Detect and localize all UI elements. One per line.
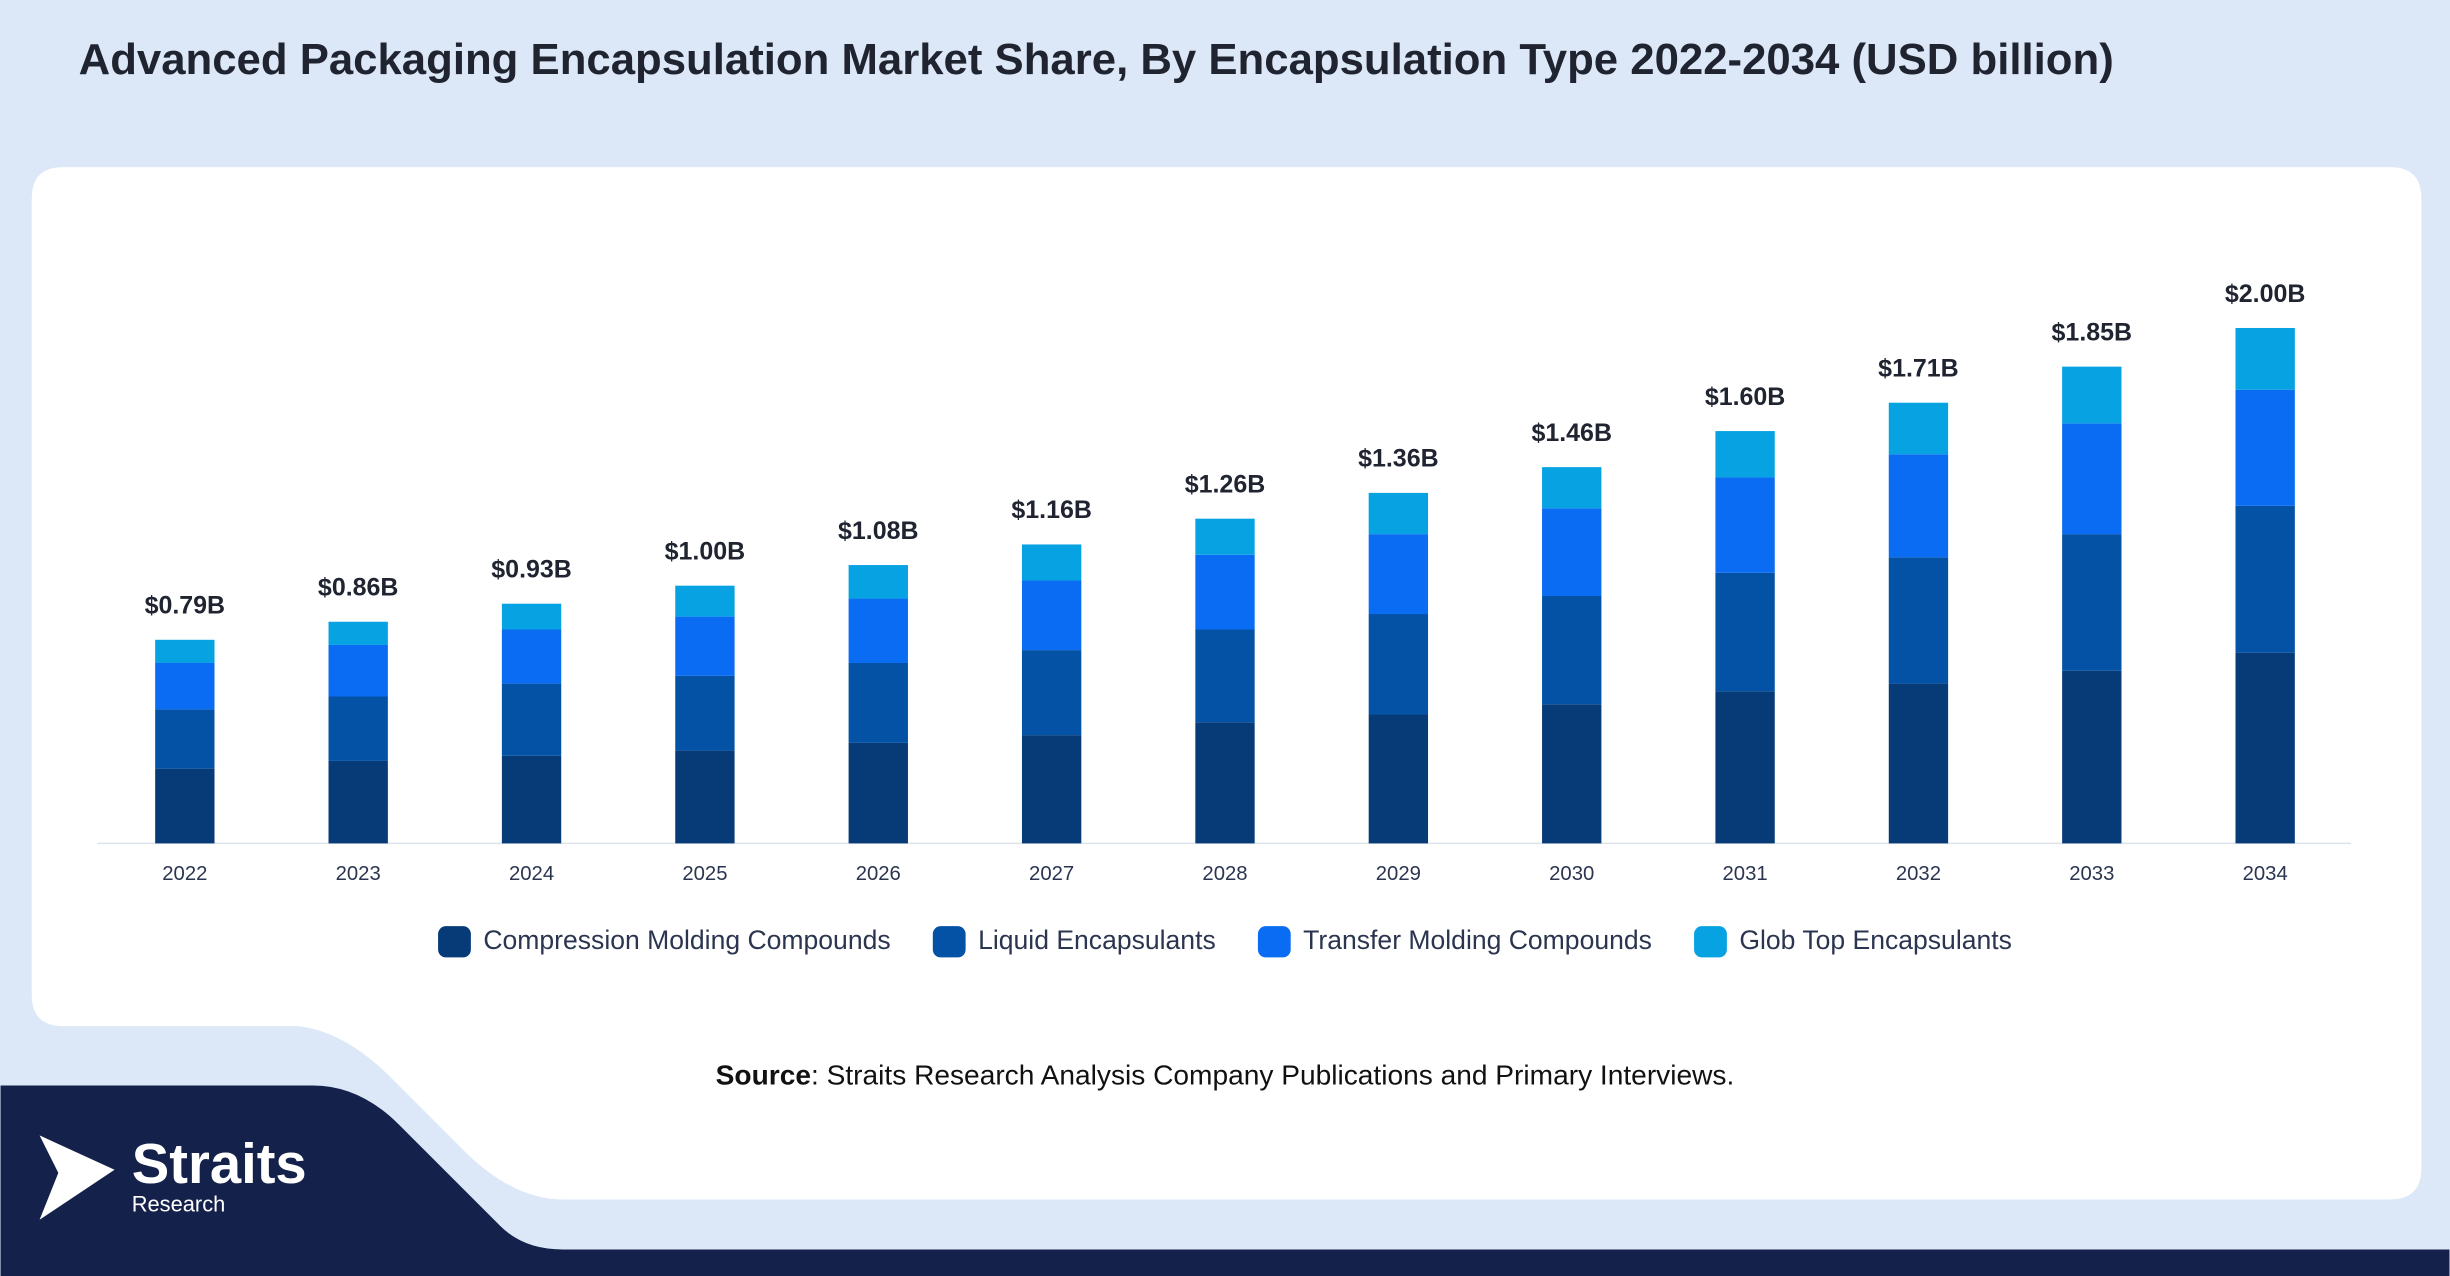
bar-segment [675,616,735,676]
bar-segment [1542,595,1602,705]
x-tick-label: 2034 [2243,863,2288,885]
bar-segment [1368,534,1429,615]
source: Source: Straits Research Analysis Compan… [716,1060,1735,1091]
bar-segment [848,742,908,844]
x-tick-label: 2028 [1202,863,1247,885]
bar-segment [501,755,562,844]
bar-segment [328,644,388,697]
total-label: $1.36B [1358,445,1439,473]
bar-segment [1021,650,1082,736]
bar-segment [675,585,735,617]
bar-segment [501,683,562,756]
total-label: $1.26B [1185,470,1266,498]
bar-segment [1021,580,1082,651]
total-label: $2.00B [2225,280,2306,308]
source-text: : Straits Research Analysis Company Publ… [811,1060,1734,1091]
legend-label: Glob Top Encapsulants [1739,925,2012,955]
logo-name: Straits [132,1132,307,1195]
bar-segment [2235,505,2295,653]
bar-segment [328,696,388,761]
footer-band [0,1085,2450,1276]
legend-swatch [1257,926,1291,958]
bar-segment [1195,629,1255,723]
bar-segment [155,662,215,710]
total-label: $1.16B [1011,496,1092,524]
total-label: $1.71B [1878,355,1959,383]
bar-segment [1888,454,1949,558]
bar-segment [848,662,908,743]
bar-segment [1368,492,1429,535]
x-tick-label: 2022 [162,863,207,885]
bar-segment [848,565,908,599]
bar-segment [1542,467,1602,509]
bar-segment [1368,714,1429,844]
bar-segment [1368,614,1429,715]
bar-segment [155,709,215,769]
total-label: $0.93B [491,556,572,584]
bar-segment [328,760,388,844]
bar-segment [1888,683,1949,844]
total-label: $0.86B [318,574,399,602]
bar-segment [1715,477,1775,573]
x-tick-label: 2030 [1549,863,1594,885]
bar-segment [1542,704,1602,844]
x-tick-label: 2023 [336,863,381,885]
chart-title: Advanced Packaging Encapsulation Market … [79,35,2114,84]
bar-segment [1195,722,1255,844]
bar-segment [848,598,908,663]
total-label: $1.08B [838,517,919,545]
bar-segment [501,629,562,684]
total-label: $1.85B [2052,318,2133,346]
bar-segment [1542,508,1602,596]
bar-segment [1195,554,1255,630]
bar-segment [1715,691,1775,844]
logo-mark [39,1135,115,1220]
total-label: $0.79B [145,592,226,620]
bar-segment [2062,670,2122,844]
bar-segment [2062,366,2122,424]
legend-swatch [438,926,471,958]
x-tick-label: 2027 [1029,863,1074,885]
bar-segment [2062,534,2122,671]
bar-segment [501,603,562,630]
legend-swatch [1694,926,1727,958]
bar-segment [1715,572,1775,692]
legend-label: Transfer Molding Compounds [1303,925,1652,955]
x-tick-label: 2024 [509,863,554,885]
bar-segment [2235,327,2295,390]
legend-label: Compression Molding Compounds [483,925,890,955]
bar-segment [155,639,215,663]
bar-segment [2062,423,2122,535]
x-tick-label: 2025 [682,863,727,885]
logo-sub: Research [132,1191,226,1216]
bar-segment [1021,735,1082,844]
bar-segment [675,750,735,844]
x-tick-label: 2032 [1896,863,1941,885]
bar-segment [328,621,388,645]
bar-segment [2235,652,2295,844]
bar-segment [1888,402,1949,455]
bar-segment [2235,389,2295,506]
total-label: $1.00B [665,537,746,565]
x-tick-label: 2029 [1376,863,1421,885]
x-tick-label: 2026 [856,863,901,885]
bar-segment [1715,431,1775,478]
total-label: $1.46B [1531,419,1612,447]
total-label: $1.60B [1705,383,1786,411]
bar-segment [1021,544,1082,581]
bar-segment [1195,518,1255,555]
bar-segment [155,768,215,844]
legend-swatch [932,926,966,958]
x-tick-label: 2033 [2069,863,2114,885]
bar-segment [675,675,735,751]
legend-label: Liquid Encapsulants [978,925,1216,955]
x-tick-label: 2031 [1723,863,1768,885]
source-label: Source [716,1060,811,1091]
bar-segment [1888,557,1949,684]
